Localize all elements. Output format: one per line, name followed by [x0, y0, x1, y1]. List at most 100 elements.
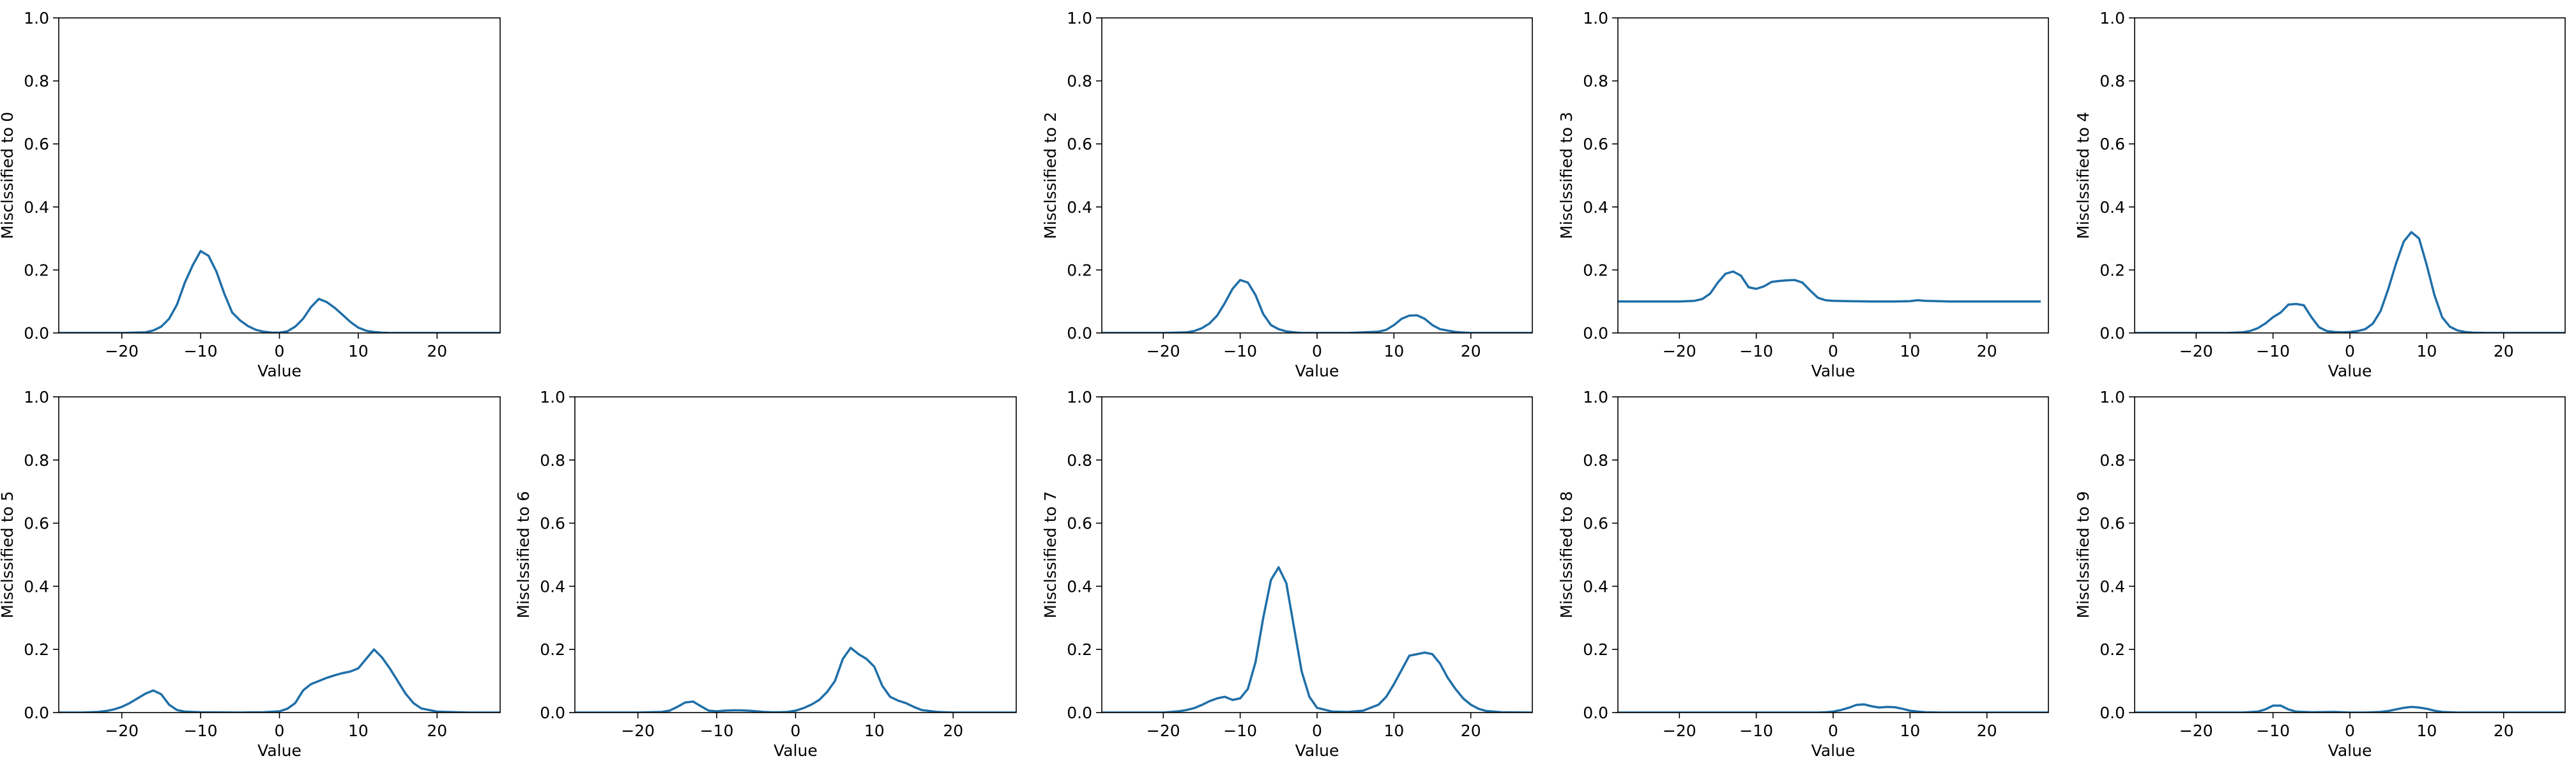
y-tick-label: 0.0	[1583, 324, 1608, 343]
series-line	[1618, 703, 2048, 713]
series-line	[1618, 270, 2041, 303]
axes-frame	[1617, 17, 2049, 334]
y-axis-label: Misclssified to 5	[0, 491, 17, 618]
y-tick-label: 0.2	[540, 640, 565, 659]
subplot-5: −20 −10 0 10 20 0.0 0.2 0.4 0.6 0.8 1.0 Value Miscls…	[514, 388, 1017, 760]
subplot-0: −20 −10 0 10 20 0.0 0.2 0.4 0.6 0.8 1.0 Value Miscls…	[0, 9, 501, 380]
x-tick-label: 20	[2494, 722, 2514, 740]
axes-frame	[1101, 396, 1533, 713]
subplot-1: −20 −10 0 10 20 0.0 0.2 0.4 0.6 0.8 1.0 Value Miscls…	[1041, 9, 1533, 380]
x-tick-label: 10	[1900, 342, 1920, 360]
y-tick-label: 0.0	[1067, 324, 1092, 343]
x-tick-label: 20	[1977, 722, 1997, 740]
y-axis-label: Misclssified to 7	[1041, 491, 1060, 618]
series-line	[2135, 704, 2565, 713]
subplot-6: −20 −10 0 10 20 0.0 0.2 0.4 0.6 0.8 1.0 Value Miscls…	[1041, 388, 1533, 760]
x-tick-label: −10	[1739, 722, 1773, 740]
subplot-8: −20 −10 0 10 20 0.0 0.2 0.4 0.6 0.8 1.0 Value Miscls…	[2074, 388, 2566, 760]
x-tick-label: −20	[2179, 342, 2213, 360]
y-tick-label: 1.0	[2100, 388, 2125, 406]
x-tick-label: −20	[1663, 722, 1696, 740]
x-tick-label: −10	[184, 342, 218, 360]
x-tick-label: 20	[427, 722, 447, 740]
x-axis-label: Value	[774, 741, 818, 760]
x-tick-label: 0	[275, 342, 285, 360]
y-tick-label: 0.4	[540, 577, 565, 596]
y-tick-label: 0.0	[1067, 704, 1092, 722]
x-tick-label: 10	[1383, 342, 1404, 360]
x-tick-label: 20	[1461, 342, 1481, 360]
x-tick-label: −10	[1223, 722, 1257, 740]
x-tick-label: −10	[184, 722, 218, 740]
y-tick-label: 0.2	[24, 640, 49, 659]
x-tick-label: −20	[621, 722, 655, 740]
y-tick-label: 0.2	[1583, 261, 1608, 279]
x-tick-label: 0	[2345, 342, 2355, 360]
y-tick-label: 0.4	[1067, 198, 1092, 217]
y-tick-label: 1.0	[24, 388, 49, 406]
y-tick-label: 0.2	[1583, 640, 1608, 659]
y-tick-label: 0.4	[1583, 198, 1608, 217]
x-tick-label: −10	[2256, 722, 2290, 740]
y-tick-label: 0.6	[1583, 135, 1608, 153]
series-line	[1102, 279, 1532, 333]
x-axis-label: Value	[2328, 741, 2372, 760]
x-tick-label: 20	[1977, 342, 1997, 360]
y-tick-label: 0.8	[1067, 72, 1092, 91]
y-tick-label: 1.0	[1067, 388, 1092, 406]
subplot-7: −20 −10 0 10 20 0.0 0.2 0.4 0.6 0.8 1.0 Value Miscls…	[1557, 388, 2049, 760]
x-axis-label: Value	[1811, 362, 1856, 380]
x-tick-label: −20	[1663, 342, 1696, 360]
y-tick-label: 0.8	[24, 451, 49, 470]
y-tick-label: 0.4	[2100, 577, 2125, 596]
y-tick-label: 1.0	[540, 388, 565, 406]
subplot-2: −20 −10 0 10 20 0.0 0.2 0.4 0.6 0.8 1.0 Value Miscls…	[1557, 9, 2049, 380]
x-tick-label: 0	[1312, 342, 1322, 360]
x-axis-label: Value	[1295, 741, 1339, 760]
y-tick-label: 0.6	[1067, 135, 1092, 153]
y-tick-label: 0.8	[540, 451, 565, 470]
axes-frame	[58, 396, 501, 713]
x-tick-label: 10	[1900, 722, 1920, 740]
x-tick-label: 0	[275, 722, 285, 740]
y-tick-label: 0.2	[2100, 640, 2125, 659]
y-tick-label: 0.2	[24, 261, 49, 279]
x-tick-label: −10	[1223, 342, 1257, 360]
y-axis-label: Misclssified to 8	[1557, 491, 1576, 618]
y-tick-label: 0.6	[540, 514, 565, 533]
series-line	[575, 646, 1016, 713]
y-tick-label: 0.4	[24, 198, 49, 217]
y-axis-label: Misclssified to 6	[514, 491, 533, 618]
x-tick-label: −20	[2179, 722, 2213, 740]
y-tick-label: 0.6	[2100, 135, 2125, 153]
y-tick-label: 1.0	[1067, 9, 1092, 27]
x-axis-label: Value	[2328, 362, 2372, 380]
y-tick-label: 0.6	[2100, 514, 2125, 533]
x-tick-label: 20	[427, 342, 447, 360]
y-tick-label: 1.0	[1583, 9, 1608, 27]
y-tick-label: 0.6	[24, 514, 49, 533]
y-tick-label: 0.4	[1583, 577, 1608, 596]
y-tick-label: 0.4	[1067, 577, 1092, 596]
y-tick-label: 0.8	[1583, 72, 1608, 91]
x-tick-label: 0	[791, 722, 801, 740]
x-tick-label: 0	[1312, 722, 1322, 740]
x-tick-label: −10	[700, 722, 734, 740]
y-tick-label: 0.2	[1067, 640, 1092, 659]
x-tick-label: 10	[2416, 342, 2437, 360]
x-axis-label: Value	[1295, 362, 1339, 380]
x-tick-label: 10	[348, 722, 369, 740]
y-tick-label: 0.6	[1583, 514, 1608, 533]
x-tick-label: 20	[2494, 342, 2514, 360]
y-tick-label: 0.4	[24, 577, 49, 596]
x-tick-label: 0	[1828, 342, 1838, 360]
subplot-4: −20 −10 0 10 20 0.0 0.2 0.4 0.6 0.8 1.0 Value Miscls…	[0, 388, 501, 760]
axes-frame	[1617, 396, 2049, 713]
y-tick-label: 0.8	[2100, 72, 2125, 91]
x-tick-label: −20	[105, 342, 139, 360]
y-tick-label: 0.0	[1583, 704, 1608, 722]
y-axis-label: Misclssified to 9	[2074, 491, 2092, 618]
y-tick-label: 0.0	[24, 704, 49, 722]
series-line	[59, 648, 500, 713]
x-tick-label: 10	[864, 722, 885, 740]
